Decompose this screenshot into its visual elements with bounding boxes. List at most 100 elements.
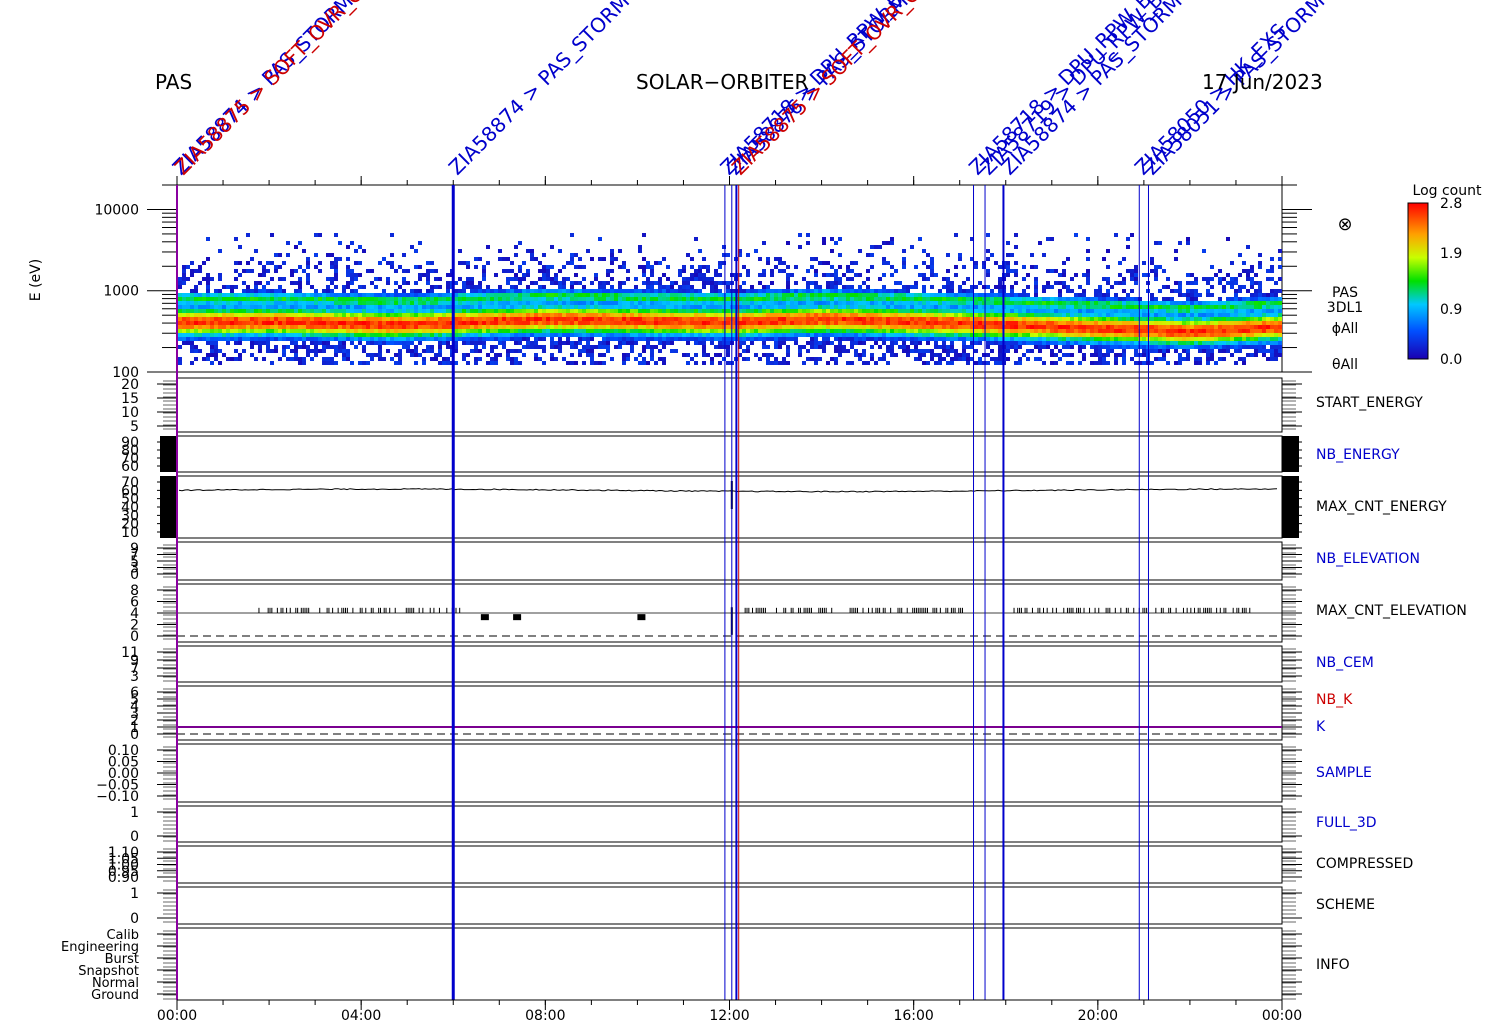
spectrogram-cell (634, 333, 638, 337)
spectrogram-cell (710, 317, 714, 321)
spectrogram-cell (966, 353, 970, 357)
spectrogram-cell (514, 337, 518, 341)
spectrogram-cell (570, 333, 574, 337)
spectrogram-cell (1038, 321, 1042, 325)
spectrogram-cell (1134, 337, 1138, 341)
spectrogram-cell (1010, 345, 1014, 349)
spectrogram-cell (1078, 313, 1082, 317)
spectrogram-cell (742, 341, 746, 345)
spectrogram-cell (522, 337, 526, 341)
spectrogram-cell (850, 289, 854, 293)
spectrogram-cell (294, 297, 298, 301)
spectrogram-cell (422, 321, 426, 325)
spectrogram-cell (1234, 337, 1238, 341)
spectrogram-cell (278, 329, 282, 333)
spectrogram-cell (438, 333, 442, 337)
spectrogram-cell (1158, 265, 1162, 269)
spectrogram-cell (1178, 305, 1182, 309)
spectrogram-cell (178, 297, 182, 301)
spectrogram-cell (574, 281, 578, 285)
spectrogram-cell (338, 317, 342, 321)
spectrogram-cell (554, 281, 558, 285)
spectrogram-cell (474, 333, 478, 337)
spectrogram-cell (1142, 325, 1146, 329)
spectrogram-cell (502, 257, 506, 261)
spectrogram-cell (1122, 309, 1126, 313)
spectrogram-cell (814, 313, 818, 317)
spectrogram-cell (698, 269, 702, 273)
spectrogram-cell (754, 333, 758, 337)
spectrogram-cell (1242, 317, 1246, 321)
spectrogram-cell (1214, 305, 1218, 309)
spectrogram-cell (1194, 289, 1198, 293)
spectrogram-cell (370, 325, 374, 329)
spectrogram-cell (862, 313, 866, 317)
spectrogram-cell (1186, 313, 1190, 317)
spectrogram-cell (1106, 333, 1110, 337)
spectrogram-cell (262, 357, 266, 361)
spectrogram-cell (1086, 325, 1090, 329)
spectrogram-cell (1114, 357, 1118, 361)
spectrogram-cell (598, 285, 602, 289)
spectrogram-cell (194, 345, 198, 349)
spectrogram-cell (206, 313, 210, 317)
spectrogram-cell (334, 325, 338, 329)
spectrogram-cell (926, 265, 930, 269)
spectrogram-cell (198, 281, 202, 285)
spectrogram-cell (630, 337, 634, 341)
spectrogram-cell (454, 317, 458, 321)
spectrogram-cell (938, 309, 942, 313)
spectrogram-cell (302, 341, 306, 345)
spectrogram-cell (902, 325, 906, 329)
spectrogram-cell (326, 289, 330, 293)
spectrogram-cell (1098, 325, 1102, 329)
spectrogram-cell (358, 333, 362, 337)
spectrogram-cell (674, 313, 678, 317)
spectrogram-cell (462, 285, 466, 289)
spectrogram-cell (638, 265, 642, 269)
spectrogram-cell (1006, 305, 1010, 309)
spectrogram-cell (642, 361, 646, 365)
spectrogram-cell (994, 337, 998, 341)
spectrogram-cell (350, 301, 354, 305)
spectrogram-cell (502, 329, 506, 333)
spectrogram-cell (1182, 325, 1186, 329)
spectrogram-cell (526, 345, 530, 349)
spectrogram-cell (570, 301, 574, 305)
spectrogram-cell (402, 325, 406, 329)
spectrogram-cell (402, 333, 406, 337)
spectrogram-cell (1074, 301, 1078, 305)
spectrogram-cell (1078, 317, 1082, 321)
spectrogram-cell (430, 301, 434, 305)
spectrogram-cell (194, 289, 198, 293)
spectrogram-cell (970, 237, 974, 241)
spectrogram-cell (858, 249, 862, 253)
spectrogram-cell (1122, 333, 1126, 337)
spectrogram-cell (1050, 285, 1054, 289)
spectrogram-cell (946, 321, 950, 325)
spectrogram-cell (782, 329, 786, 333)
spectrogram-cell (266, 313, 270, 317)
spectrogram-cell (1042, 317, 1046, 321)
spectrogram-cell (746, 293, 750, 297)
spectrogram-cell (370, 357, 374, 361)
spectrogram-cell (802, 309, 806, 313)
spectrogram-cell (726, 293, 730, 297)
spectrogram-cell (518, 281, 522, 285)
spectrogram-cell (790, 317, 794, 321)
spectrogram-cell (362, 321, 366, 325)
spectrogram-cell (590, 333, 594, 337)
spectrogram-cell (1042, 345, 1046, 349)
spectrogram-cell (554, 293, 558, 297)
spectrogram-cell (362, 309, 366, 313)
spectrogram-cell (702, 301, 706, 305)
spectrogram-cell (738, 253, 742, 257)
spectrogram-cell (1070, 333, 1074, 337)
spectrogram-cell (930, 357, 934, 361)
spectrogram-cell (486, 333, 490, 337)
spectrogram-cell (806, 333, 810, 337)
spectrogram-cell (890, 237, 894, 241)
spectrogram-cell (1158, 357, 1162, 361)
spectrogram-cell (434, 317, 438, 321)
spectrogram-cell (294, 293, 298, 297)
